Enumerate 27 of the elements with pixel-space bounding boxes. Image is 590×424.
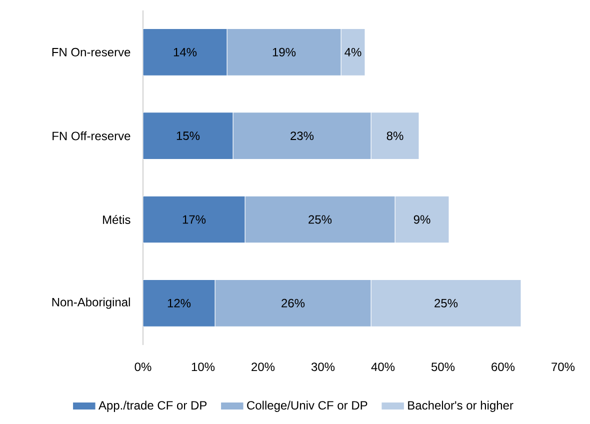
data-label: 8% bbox=[386, 132, 404, 140]
data-label: 15% bbox=[176, 132, 200, 140]
legend-label: Bachelor's or higher bbox=[408, 400, 514, 412]
y-tick-label: Métis bbox=[103, 215, 130, 224]
x-tick-label: 30% bbox=[311, 362, 335, 372]
x-tick-label: 60% bbox=[492, 362, 515, 372]
data-label: 23% bbox=[290, 132, 314, 140]
data-label: 19% bbox=[272, 48, 296, 56]
data-label: 25% bbox=[434, 298, 458, 308]
y-tick-label: FN On-reserve bbox=[52, 48, 130, 56]
x-tick-label: 70% bbox=[552, 362, 575, 372]
data-label: 14% bbox=[174, 48, 197, 56]
data-label: 25% bbox=[308, 215, 332, 224]
x-tick-label: 0% bbox=[134, 362, 152, 372]
data-label: 26% bbox=[282, 298, 305, 308]
legend-label: College/Univ CF or DP bbox=[247, 400, 368, 412]
x-tick-label: 50% bbox=[431, 362, 455, 372]
data-label: 4% bbox=[344, 48, 362, 56]
data-label: 9% bbox=[414, 215, 430, 224]
legend-label: App./trade CF or DP bbox=[98, 400, 207, 412]
y-tick-label: FN Off-reserve bbox=[52, 131, 130, 140]
x-tick-label: 20% bbox=[252, 362, 275, 372]
y-tick-label: Non-Aboriginal bbox=[52, 298, 130, 309]
x-tick-label: 40% bbox=[371, 362, 395, 372]
x-tick-label: 10% bbox=[192, 362, 215, 372]
data-label: 12% bbox=[168, 298, 191, 308]
data-label: 17% bbox=[182, 215, 206, 224]
